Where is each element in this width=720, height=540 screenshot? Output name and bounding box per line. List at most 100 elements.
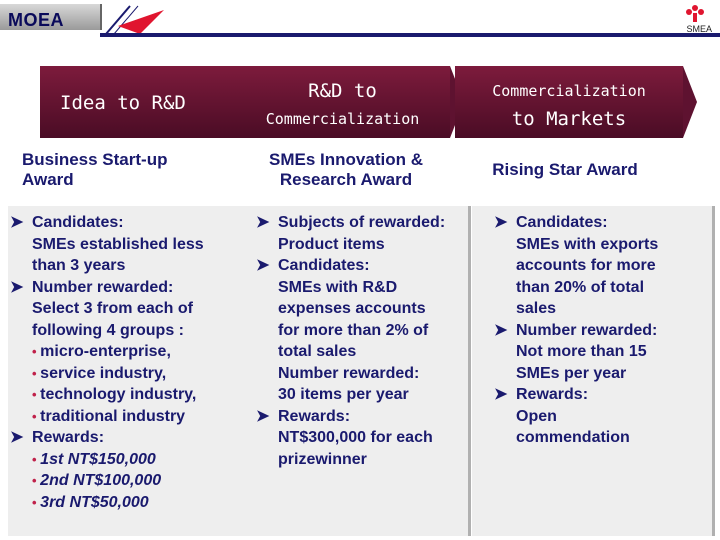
list-item: sales [494,298,712,320]
list-item: for more than 2% of [256,320,466,342]
chevron-right-icon [683,66,697,138]
list-item-text: SMEs with exports [516,235,659,253]
list-item: ➤ Rewards: [494,384,712,406]
list-item-text: Rewards: [32,429,105,446]
list-item: • traditional industry [10,406,244,428]
right-arrow-bullet-icon: ➤ [10,278,24,296]
list-item-text: Candidates: [516,214,608,231]
list-item-text: sales [516,300,557,317]
list-item-text: NT$300,000 for each [278,429,433,446]
column-header-rnd: R&D to Commercialization [235,66,464,138]
list-item: • 3rd NT$50,000 [10,492,244,514]
list-item-text: Not more than 15 [516,343,647,360]
right-arrow-bullet-icon: ➤ [494,386,508,403]
list-item-text: Rewards: [278,407,351,425]
list-item: ➤ Subjects of rewarded: [256,212,466,234]
list-item: ➤ Number rewarded: [494,320,712,342]
header-rule [100,33,720,37]
award-line: Award [22,170,74,189]
award-name-rising-star: Rising Star Award [472,140,658,200]
list-item-text: Number rewarded: [516,321,658,339]
panel-commercialization [472,206,715,536]
list-item-text: 30 items per year [278,386,409,403]
list-item: accounts for more [494,255,712,277]
list-item-text: Open [516,407,557,425]
list-item-text: than 20% of total [516,278,645,296]
column-subtitle: to Markets [511,108,627,130]
list-item: ➤ Number rewarded: [10,277,244,299]
list-item-text: Rewards: [516,386,589,403]
list-item: Not more than 15 [494,341,712,363]
list-item-text: service industry, [40,364,167,382]
right-arrow-bullet-icon: ➤ [256,257,270,274]
list-item: SMEs with exports [494,234,712,256]
column-header-commercialization: Commercialization to Markets [455,66,697,138]
column-title: Idea to R&D [60,92,186,114]
panel-rnd [246,206,471,536]
list-item: than 3 years [10,255,244,277]
list-item: Number rewarded: [256,363,466,385]
list-item-text: 1st NT$150,000 [40,450,156,468]
brand-label: MOEA [8,10,64,30]
list-item-text: SMEs with R&D [278,278,398,296]
right-arrow-bullet-icon: ➤ [10,214,24,231]
details-list-rnd: ➤ Subjects of rewarded: Product items ➤ Cand… [256,212,466,470]
red-swoosh-icon [105,5,164,35]
column-title: R&D to [308,80,377,102]
top-bar: MOEA SMEA [0,0,720,40]
list-item-text: Subjects of rewarded: [278,214,446,231]
award-name-business-startup: Business Start-up Award [22,140,232,200]
list-item: SMEs per year [494,363,712,385]
smea-flower-logo-icon [686,5,704,22]
list-item-text: prizewinner [278,450,367,468]
award-line: Business Start-up [22,150,168,169]
list-item: • 1st NT$150,000 [10,449,244,471]
list-item-text: total sales [278,343,357,360]
list-item: expenses accounts [256,298,466,320]
list-item: • technology industry, [10,384,244,406]
list-item-text: SMEs per year [516,364,627,382]
list-item-text: Select 3 from each of [32,300,193,317]
list-item: Product items [256,234,466,256]
details-list-idea: ➤ Candidates: SMEs established less than 3 … [10,212,244,513]
column-subtitle: Commercialization [265,110,420,128]
bullet-dot-icon: • [32,387,41,402]
list-item: ➤ Candidates: [494,212,712,234]
list-item-text: for more than 2% of [278,321,429,339]
list-item: commendation [494,427,712,449]
list-item: ➤ Candidates: [256,255,466,277]
bullet-dot-icon: • [32,344,41,359]
right-arrow-bullet-icon: ➤ [256,214,270,231]
column-title: Commercialization [492,82,646,100]
list-item: Select 3 from each of [10,298,244,320]
column-header-idea: Idea to R&D [40,66,249,138]
logo-caption: SMEA [686,24,712,34]
list-item: SMEs established less [10,234,244,256]
right-arrow-bullet-icon: ➤ [10,429,24,446]
panel-idea [8,206,249,536]
list-item-text: Candidates: [32,214,124,231]
list-item: ➤ Rewards: [10,427,244,449]
list-item-text: SMEs established less [32,235,204,253]
list-item: than 20% of total [494,277,712,299]
bullet-dot-icon: • [32,451,41,467]
list-item: Open [494,406,712,428]
award-line: SMEs Innovation & [269,150,423,169]
list-item-text: Number rewarded: [278,364,420,382]
list-item: • 2nd NT$100,000 [10,470,244,492]
list-item-text: expenses accounts [278,300,426,317]
bullet-dot-icon: • [32,473,41,488]
list-item-text: 3rd NT$50,000 [40,493,149,511]
list-item-text: traditional industry [40,407,186,425]
right-arrow-bullet-icon: ➤ [494,321,508,339]
list-item: prizewinner [256,449,466,471]
list-item-text: 2nd NT$100,000 [40,472,162,489]
list-item-text: technology industry, [40,386,197,403]
list-item-text: Number rewarded: [32,278,174,296]
award-line: Rising Star Award [492,160,638,179]
bullet-dot-icon: • [32,365,41,381]
list-item: 30 items per year [256,384,466,406]
brand-box: MOEA [0,4,102,30]
list-item-text: Candidates: [278,257,370,274]
list-item-text: than 3 years [32,257,126,274]
